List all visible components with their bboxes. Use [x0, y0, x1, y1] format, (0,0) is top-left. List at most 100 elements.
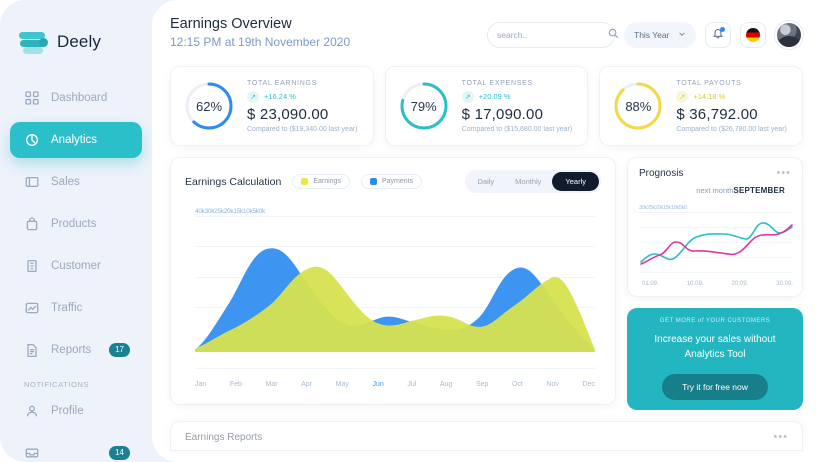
right-column: Prognosis ••• next monthSEPTEMBER 30k25k… [627, 157, 803, 410]
x-label: Sep [475, 381, 489, 388]
try-free-button[interactable]: Try it for free now [662, 374, 768, 400]
legend-earnings[interactable]: Earnings [292, 174, 350, 189]
search-icon[interactable] [608, 26, 619, 44]
x-label: May [335, 381, 349, 388]
germany-flag-icon [746, 28, 760, 42]
range-yearly[interactable]: Yearly [552, 172, 599, 191]
more-dots-icon[interactable]: ••• [773, 431, 788, 443]
ring-percent: 62% [195, 98, 223, 114]
bag-icon [24, 217, 39, 232]
x-label: Feb [229, 381, 242, 388]
sidebar-item-label: Profile [51, 405, 84, 417]
search-input[interactable] [497, 30, 608, 40]
x-label: 01.09. [642, 281, 659, 287]
legend-color-dot [301, 178, 309, 185]
topbar-actions: This Year [487, 21, 803, 49]
legend-payments[interactable]: Payments [360, 174, 423, 189]
sidebar: Deely Dashboard Analytics Sales Products [0, 0, 152, 462]
sidebar-section-title: NOTIFICATIONS [24, 380, 90, 389]
promo-headline-line2: Analytics Tool [684, 348, 746, 360]
page-title: Earnings Overview [170, 16, 292, 32]
promo-headline: Increase your sales without Analytics To… [654, 333, 775, 362]
prognosis-subtitle: next monthSEPTEMBER [639, 186, 791, 195]
sidebar-item-label: Sales [51, 176, 80, 188]
promo-card: GET MORE of YOUR CUSTOMERS Increase your… [627, 308, 803, 410]
stat-delta: +20.09 % [478, 92, 511, 101]
progress-ring: 79% [398, 80, 450, 132]
x-label-highlighted: Jun [372, 381, 384, 388]
promo-headline-line1: Increase your sales without [654, 334, 776, 345]
stat-card-total-earnings: 62% TOTAL EARNINGS ↗ +16.24 % $ 23,090.0… [170, 66, 374, 146]
prognosis-card: Prognosis ••• next monthSEPTEMBER 30k25k… [627, 157, 803, 297]
sidebar-item-products[interactable]: Products [10, 206, 142, 242]
sidebar-item-dashboard[interactable]: Dashboard [10, 80, 142, 116]
prognosis-sub-month: SEPTEMBER [733, 186, 785, 195]
x-label: 30.09. [776, 281, 793, 287]
notification-dot [720, 27, 725, 32]
range-monthly[interactable]: Monthly [515, 177, 542, 186]
sidebar-badge-reports: 17 [109, 342, 130, 358]
page-heading: Earnings Overview 12:15 PM at 19th Novem… [170, 16, 350, 49]
page-subtitle: 12:15 PM at 19th November 2020 [170, 35, 351, 49]
x-label: Apr [301, 381, 313, 388]
y-axis-labels: 40k30k25k20k15k10k5k0k [195, 208, 266, 215]
x-axis-labels: Jan Feb Mar Apr May Jun Jul Aug Sep Oct … [195, 381, 595, 388]
sidebar-item-customer[interactable]: Customer [10, 248, 142, 284]
more-dots-icon[interactable]: ••• [776, 167, 791, 179]
x-label: 10.09. [686, 281, 704, 287]
year-select[interactable]: This Year [624, 22, 696, 48]
main-content: Earnings Overview 12:15 PM at 19th Novem… [152, 0, 821, 462]
prognosis-series-1 [640, 222, 793, 263]
bottom-card: Earnings Reports ••• [170, 421, 803, 451]
avatar[interactable] [775, 21, 803, 49]
arrow-up-right-icon: ↗ [676, 90, 689, 103]
stat-compare: Compared to ($19,340.00 last year) [247, 125, 358, 133]
document-icon [24, 343, 39, 358]
ring-percent: 88% [625, 98, 652, 114]
prognosis-lines-svg [640, 222, 793, 265]
earnings-chart: 40k30k25k20k15k10k5k0k Jan Feb Mar Apr [185, 206, 601, 396]
ring-percent: 79% [410, 98, 437, 114]
year-select-value: This Year [634, 30, 670, 40]
pie-chart-icon [24, 133, 39, 148]
sidebar-item-profile[interactable]: Profile [10, 393, 142, 429]
x-label: Jan [195, 381, 207, 388]
stat-compare: Compared to ($15,680.00 last year) [461, 125, 573, 133]
brand-name: Deely [57, 32, 101, 51]
language-button[interactable] [740, 22, 766, 48]
prognosis-series-2 [640, 224, 793, 265]
x-label: Oct [511, 381, 523, 388]
x-label: Dec [582, 381, 595, 388]
search-box[interactable] [487, 22, 619, 48]
chart-image-icon [24, 301, 39, 316]
chevron-down-icon [678, 30, 686, 40]
earnings-area [195, 266, 595, 353]
sidebar-item-label: Dashboard [51, 92, 108, 104]
sidebar-badge-inbox: 14 [109, 445, 130, 461]
sidebar-item-label: Products [51, 218, 97, 230]
legend-color-dot [369, 178, 377, 185]
stat-value: $ 23,090.00 [247, 105, 329, 123]
x-label: Jul [407, 381, 417, 388]
prognosis-sub-prefix: next month [696, 186, 734, 195]
stats-row: 62% TOTAL EARNINGS ↗ +16.24 % $ 23,090.0… [170, 66, 804, 146]
progress-ring: 62% [183, 80, 235, 132]
sidebar-item-label: Analytics [51, 134, 98, 146]
sidebar-item-analytics[interactable]: Analytics [10, 122, 142, 158]
sidebar-item-sales[interactable]: Sales [10, 164, 142, 200]
card-icon [24, 175, 39, 190]
arrow-up-right-icon: ↗ [247, 90, 259, 103]
x-label: 20.09. [731, 281, 749, 287]
range-daily[interactable]: Daily [477, 177, 495, 186]
sidebar-item-inbox[interactable]: 14 [10, 435, 142, 462]
stat-title: TOTAL EARNINGS [247, 79, 317, 87]
bell-icon [712, 26, 724, 44]
sidebar-item-traffic[interactable]: Traffic [10, 290, 142, 326]
sidebar-item-reports[interactable]: Reports 17 [10, 332, 142, 368]
topbar: Earnings Overview 12:15 PM at 19th Novem… [170, 16, 803, 62]
prognosis-chart [639, 212, 793, 273]
notifications-button[interactable] [705, 22, 731, 48]
bottom-card-title: Earnings Reports [185, 432, 263, 443]
earnings-title: Earnings Calculation [185, 175, 282, 188]
